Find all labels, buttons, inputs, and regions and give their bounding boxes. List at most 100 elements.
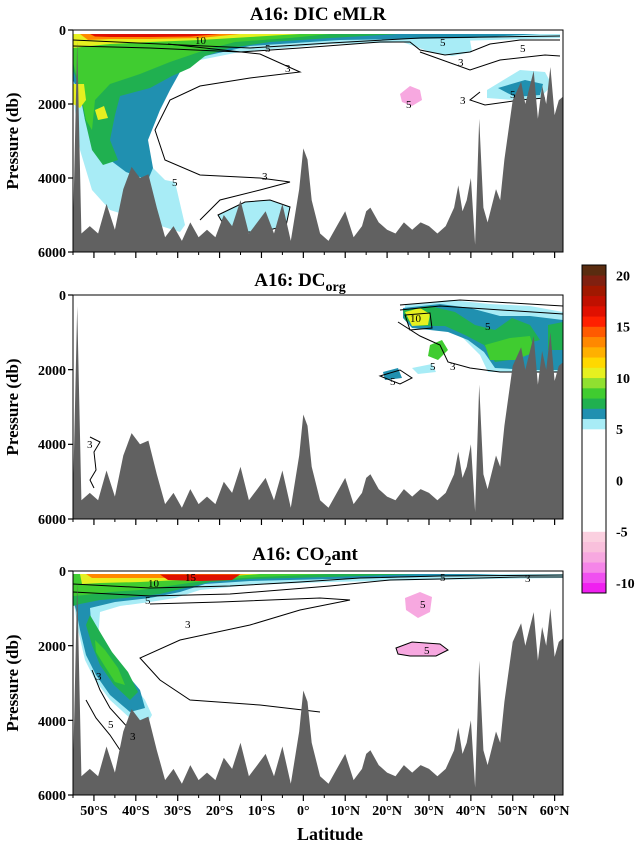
contour-label: 10 <box>148 578 160 590</box>
contour-label: 5 <box>510 89 516 101</box>
contour-label: 3 <box>460 95 466 107</box>
y-tick-label: 4000 <box>38 715 66 730</box>
contour-layer-15 <box>90 34 220 37</box>
contour-labels: 10 15 5 3 5 3 3 5 3 5 5 <box>96 572 531 743</box>
colorbar-tick-label: 0 <box>616 474 623 489</box>
contour-label: 5 <box>424 645 430 657</box>
seafloor <box>73 41 563 252</box>
colorbar-swatch <box>582 285 606 297</box>
contour-label: 10 <box>195 35 207 47</box>
y-tick-label: 4000 <box>38 172 66 187</box>
y-tick-labels: 0 2000 4000 6000 <box>38 289 66 528</box>
x-tick-label: 40°N <box>456 804 486 819</box>
contour-label: 5 <box>440 37 446 49</box>
contour-label: 5 <box>145 595 151 607</box>
contour-label: 3 <box>96 671 102 683</box>
colorbar-swatch <box>582 367 606 379</box>
x-tick-labels: 50°S 40°S 30°S 20°S 10°S 0° 10°N 20°N 30°N 40°N 50… <box>80 804 569 819</box>
x-tick-label: 10°N <box>330 804 360 819</box>
plot-frame <box>72 570 564 796</box>
contour-fill <box>73 34 563 252</box>
contour-label: 5 <box>420 599 426 611</box>
x-axis-label: Latitude <box>297 824 363 844</box>
plot-frame <box>72 29 564 253</box>
seafloor-layer <box>73 41 563 252</box>
panel-title-subscript: org <box>326 280 346 295</box>
panel-dic-emlr: A16: DIC eMLR Pressure (db) <box>3 4 564 261</box>
panel-title-suffix: ant <box>331 544 358 565</box>
colorbar-swatch <box>582 398 606 409</box>
contour-label: 5 <box>108 719 114 731</box>
y-axis-label: Pressure (db) <box>3 92 22 189</box>
panel-title: A16: CO2ant <box>252 544 358 569</box>
contour-label: 3 <box>130 731 136 743</box>
colorbar-swatch <box>582 377 606 389</box>
contour-label: 5 <box>172 177 178 189</box>
contour-layer-9 <box>428 336 535 360</box>
contour-labels: 10 5 3 5 3 5 <box>87 313 491 451</box>
colorbar-swatch <box>582 326 606 338</box>
contour-label: 15 <box>185 572 197 584</box>
colorbar-swatch <box>582 531 606 543</box>
x-tick-label: 30°S <box>164 804 192 819</box>
colorbar-swatch <box>582 408 606 420</box>
colorbar-tick-labels: 20 15 10 5 0 -5 -10 <box>616 269 635 592</box>
colorbar-tick-label: -5 <box>616 526 628 541</box>
contour-label: 5 <box>520 43 526 55</box>
colorbar-swatch <box>582 306 606 317</box>
colorbar-tick-label: 5 <box>616 423 623 438</box>
contour-labels: 10 5 3 5 3 5 3 5 3 5 5 <box>172 35 526 189</box>
colorbar-swatch <box>582 429 606 532</box>
contour-fill <box>73 299 563 519</box>
colorbar-swatch <box>582 265 606 276</box>
x-tick-label: 20°S <box>206 804 234 819</box>
colorbar-swatch <box>582 347 606 358</box>
contour-label: 3 <box>185 619 191 631</box>
panel-title-main: A16: DC <box>254 270 325 291</box>
y-tick-label: 0 <box>59 565 66 580</box>
colorbar-tick-label: 10 <box>616 372 630 387</box>
colorbar-tick-label: -10 <box>616 577 635 592</box>
contour-label: 5 <box>406 99 412 111</box>
x-tick-label: 0° <box>297 804 310 819</box>
panel-title: A16: DCorg <box>254 270 345 295</box>
seafloor-layer <box>73 582 563 795</box>
contour-layer-negative <box>400 86 422 106</box>
plot-frame <box>72 294 564 520</box>
contour-label: 3 <box>450 361 456 373</box>
colorbar-frame <box>581 264 607 594</box>
contour-label: 3 <box>285 63 291 75</box>
contour-layer-9 <box>73 574 330 685</box>
colorbar-tick-label: 20 <box>616 269 630 284</box>
panel-dc-org: A16: DCorg Pressure (db) <box>3 270 564 528</box>
contour-label: 5 <box>265 43 271 55</box>
x-tick-label: 40°S <box>122 804 150 819</box>
y-tick-labels: 0 2000 4000 6000 <box>38 565 66 804</box>
panel-title-main: A16: CO <box>252 544 324 565</box>
colorbar-swatch <box>582 316 606 327</box>
contour-label: 5 <box>485 321 491 333</box>
contour-label: 3 <box>262 171 268 183</box>
colorbar-swatch <box>582 572 606 584</box>
panel-co2-ant: A16: CO2ant Pressure (db) <box>3 544 569 844</box>
colorbar-tick-label: 15 <box>616 321 630 336</box>
contour-label: 3 <box>525 573 531 585</box>
y-axis-label: Pressure (db) <box>3 358 22 455</box>
y-axis-label: Pressure (db) <box>3 634 22 731</box>
axis-ticks <box>68 294 556 525</box>
x-tick-label: 50°N <box>498 804 528 819</box>
contour-label: 5 <box>430 361 436 373</box>
colorbar-swatch <box>582 275 606 286</box>
x-tick-label: 30°N <box>414 804 444 819</box>
colorbar-swatch <box>582 336 606 348</box>
contour-fill <box>73 574 563 795</box>
contour-layer-9 <box>73 34 330 130</box>
colorbar-swatch <box>582 295 606 307</box>
contour-label: 3 <box>458 57 464 69</box>
panel-title-subscript: 2 <box>324 554 331 569</box>
seafloor <box>73 306 563 519</box>
colorbar-swatch <box>582 552 606 563</box>
y-tick-label: 0 <box>59 24 66 39</box>
panel-title: A16: DIC eMLR <box>250 4 386 25</box>
contour-layer-15 <box>160 574 240 581</box>
